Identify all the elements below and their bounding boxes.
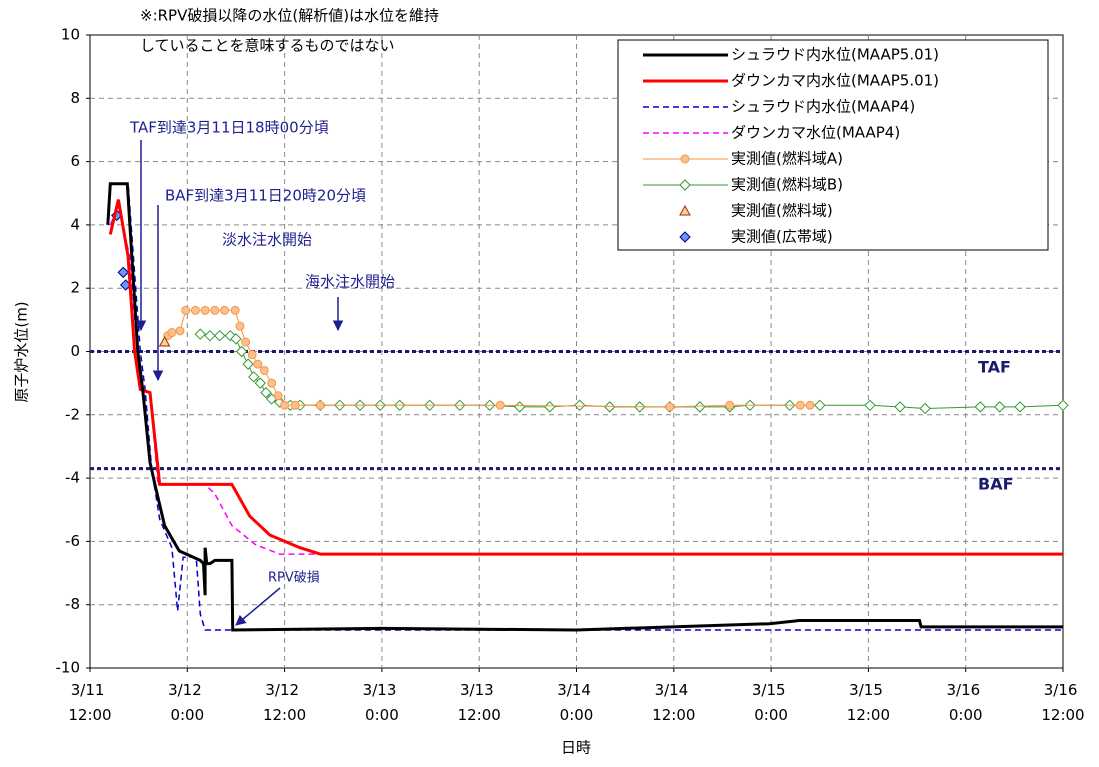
marker bbox=[190, 305, 200, 315]
legend-marker bbox=[679, 231, 691, 243]
marker bbox=[242, 358, 254, 370]
marker bbox=[254, 377, 266, 389]
marker bbox=[235, 321, 245, 331]
x-tick-label: 3/11 12:00 bbox=[68, 681, 111, 724]
x-tick-label: 3/14 0:00 bbox=[557, 681, 595, 724]
legend-label: シュラウド内水位(MAAP5.01) bbox=[731, 46, 939, 64]
marker bbox=[814, 399, 826, 412]
y-axis-label: 原子炉水位(m) bbox=[13, 301, 31, 402]
y-tick-label: -8 bbox=[65, 595, 80, 613]
legend-label: ダウンカマ水位(MAAP4) bbox=[731, 124, 900, 142]
annotation: BAF到達3月11日20時20分頃 bbox=[165, 187, 366, 205]
y-tick-label: 2 bbox=[70, 279, 80, 297]
y-tick-label: 10 bbox=[61, 26, 80, 44]
legend-label: シュラウド内水位(MAAP4) bbox=[731, 98, 915, 116]
marker bbox=[259, 365, 269, 375]
x-axis-label: 日時 bbox=[561, 739, 591, 757]
x-tick-label: 3/12 12:00 bbox=[263, 681, 306, 724]
x-tick-label: 3/12 0:00 bbox=[168, 681, 206, 724]
legend-label: 実測値(燃料域A) bbox=[731, 150, 843, 168]
legend-label: ダウンカマ内水位(MAAP5.01) bbox=[731, 72, 939, 90]
marker bbox=[974, 401, 987, 413]
marker bbox=[267, 378, 277, 388]
y-tick-label: 0 bbox=[70, 342, 80, 360]
marker bbox=[200, 305, 210, 315]
legend-label: 実測値(燃料域) bbox=[731, 202, 833, 220]
legend-marker bbox=[680, 154, 690, 164]
marker bbox=[894, 401, 906, 413]
x-tick-label: 3/13 0:00 bbox=[363, 681, 401, 724]
plot-series bbox=[106, 182, 1069, 632]
marker bbox=[864, 399, 876, 412]
marker bbox=[290, 400, 300, 410]
marker bbox=[117, 266, 129, 279]
marker bbox=[181, 305, 191, 315]
x-tick-label: 3/15 0:00 bbox=[752, 681, 790, 724]
marker bbox=[280, 400, 290, 410]
series-line bbox=[106, 182, 1063, 632]
marker bbox=[235, 345, 248, 358]
x-tick-label: 3/14 12:00 bbox=[652, 681, 695, 724]
marker bbox=[273, 391, 283, 401]
marker bbox=[167, 328, 177, 338]
marker bbox=[725, 400, 735, 410]
marker bbox=[694, 401, 706, 413]
series-line bbox=[110, 183, 1063, 631]
marker bbox=[805, 400, 815, 410]
marker bbox=[210, 305, 220, 315]
legend-marker bbox=[679, 204, 691, 216]
x-tick-label: 3/16 0:00 bbox=[946, 681, 984, 724]
reference-label: BAF bbox=[978, 475, 1014, 494]
marker bbox=[315, 400, 325, 410]
annotation: TAF到達3月11日18時00分頃 bbox=[129, 119, 329, 137]
marker bbox=[795, 400, 805, 410]
marker bbox=[665, 402, 675, 412]
annotation: RPV破損 bbox=[268, 571, 320, 586]
marker bbox=[495, 400, 505, 410]
x-tick-label: 3/15 12:00 bbox=[847, 681, 890, 724]
marker bbox=[1014, 401, 1026, 413]
annotation: 海水注水開始 bbox=[305, 273, 395, 291]
x-tick-label: 3/13 12:00 bbox=[458, 681, 501, 724]
y-tick-label: -6 bbox=[65, 532, 80, 550]
marker bbox=[230, 305, 240, 315]
marker bbox=[253, 359, 263, 369]
marker bbox=[241, 337, 251, 347]
annotation: 淡水注水開始 bbox=[222, 231, 312, 249]
marker bbox=[194, 328, 206, 340]
marker bbox=[158, 335, 171, 347]
marker bbox=[248, 371, 260, 383]
y-tick-label: -10 bbox=[56, 659, 81, 677]
annotation-arrow bbox=[235, 587, 281, 626]
marker bbox=[574, 399, 586, 412]
marker bbox=[604, 401, 616, 413]
x-tick-label: 3/16 12:00 bbox=[1041, 681, 1084, 724]
y-tick-label: 4 bbox=[70, 215, 80, 233]
y-tick-label: -4 bbox=[65, 469, 80, 487]
marker bbox=[994, 401, 1006, 413]
marker bbox=[220, 305, 230, 315]
marker bbox=[247, 350, 257, 360]
y-tick-label: 6 bbox=[70, 152, 80, 170]
legend-label: 実測値(燃料域B) bbox=[731, 176, 843, 194]
marker bbox=[260, 386, 272, 399]
reference-label: TAF bbox=[978, 358, 1011, 377]
marker bbox=[230, 333, 242, 345]
marker bbox=[175, 326, 185, 336]
note-line: していることを意味するものではない bbox=[140, 37, 395, 55]
legend-label: 実測値(広帯域) bbox=[731, 228, 833, 246]
marker bbox=[204, 329, 216, 342]
marker bbox=[214, 329, 226, 342]
marker bbox=[544, 401, 556, 413]
y-tick-label: -2 bbox=[65, 405, 80, 423]
series-line bbox=[108, 199, 1063, 556]
marker bbox=[1057, 399, 1069, 412]
note-line: ※:RPV破損以降の水位(解析値)は水位を維持 bbox=[140, 7, 439, 25]
marker bbox=[919, 402, 931, 415]
legend-marker bbox=[679, 179, 691, 191]
y-tick-label: 8 bbox=[70, 89, 80, 107]
